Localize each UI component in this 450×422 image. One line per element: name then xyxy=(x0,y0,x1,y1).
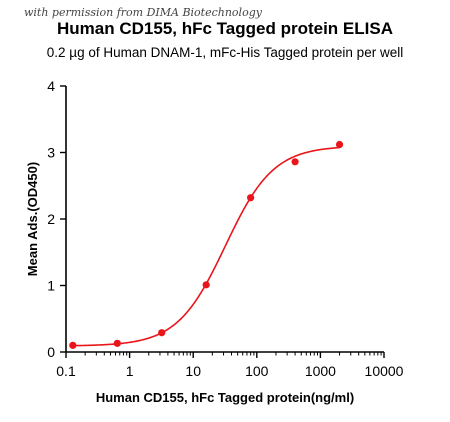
chart-title: Human CD155, hFc Tagged protein ELISA xyxy=(57,19,393,38)
data-point-2 xyxy=(158,329,166,337)
x-tick-label-3: 100 xyxy=(245,363,269,379)
x-axis-title: Human CD155, hFc Tagged protein(ng/ml) xyxy=(96,390,354,405)
y-tick-label-0: 0 xyxy=(47,344,55,360)
data-point-6 xyxy=(335,140,344,149)
data-points xyxy=(69,140,344,349)
y-tick-label-4: 4 xyxy=(47,78,55,94)
y-tick-label-1: 1 xyxy=(47,278,55,294)
x-tick-label-1: 1 xyxy=(126,363,134,379)
data-point-5 xyxy=(291,158,299,166)
y-tick-label-3: 3 xyxy=(47,145,55,161)
x-tick-label-5: 10000 xyxy=(365,363,404,379)
watermark: with permission from DIMA Biotechnology xyxy=(24,6,263,19)
fit-curve-layer xyxy=(72,146,340,347)
x-tick-label-4: 1000 xyxy=(305,363,336,379)
y-axis-ticks: 0 1 2 3 4 xyxy=(47,78,66,360)
data-point-3 xyxy=(202,281,210,289)
y-tick-label-2: 2 xyxy=(47,211,55,227)
x-tick-label-2: 10 xyxy=(185,363,201,379)
data-point-1 xyxy=(113,339,121,347)
data-point-0 xyxy=(69,341,77,349)
fit-curve xyxy=(72,146,340,347)
y-axis-title: Mean Ads.(OD450) xyxy=(25,162,40,276)
x-tick-label-0: 0.1 xyxy=(56,363,76,379)
chart-subtitle: 0.2 µg of Human DNAM-1, mFc-His Tagged p… xyxy=(47,45,403,60)
x-axis-ticks: 0.1 1 10 100 1000 10000 xyxy=(56,352,404,379)
data-point-4 xyxy=(247,194,255,202)
